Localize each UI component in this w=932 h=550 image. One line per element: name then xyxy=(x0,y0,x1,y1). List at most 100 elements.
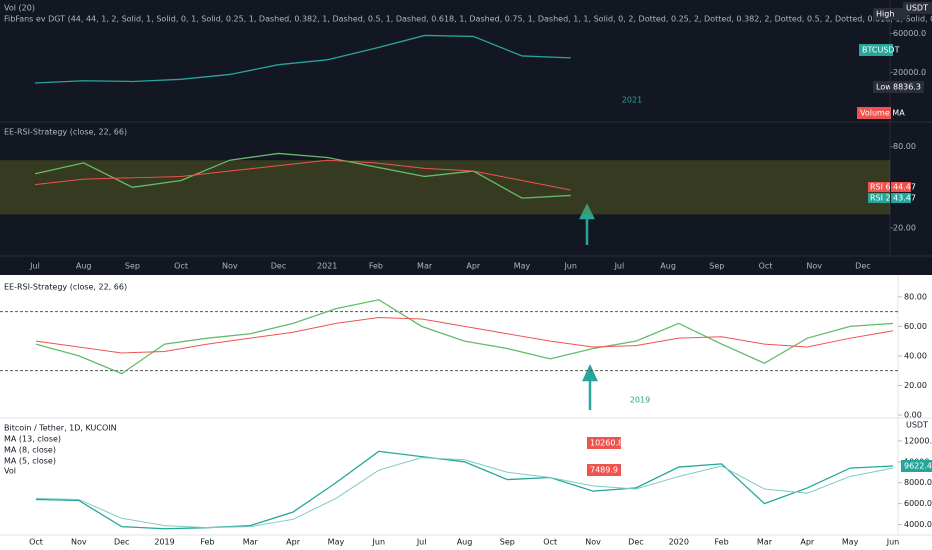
arrow xyxy=(578,203,596,245)
price-tag-label: USDT xyxy=(906,421,928,430)
x-tick-label: Feb xyxy=(200,538,214,547)
series-line xyxy=(34,152,571,199)
x-tick-label: 2020 xyxy=(669,538,689,547)
series-line xyxy=(35,450,894,530)
series-line xyxy=(35,299,894,375)
x-tick-label: Mar xyxy=(243,538,259,547)
price-tag xyxy=(859,44,893,56)
x-tick-label: Aug xyxy=(76,262,92,271)
value-tag xyxy=(868,182,890,192)
price-tag-label: USDT xyxy=(906,4,928,13)
pane-title: EE-RSI-Strategy (close, 22, 66) xyxy=(4,128,127,137)
x-tick-label: Dec xyxy=(628,538,643,547)
y-tick-label: 6000.0 xyxy=(904,499,932,508)
x-tick-label: Jul xyxy=(29,262,40,271)
y-tick-label: 4000.0 xyxy=(904,520,932,529)
value-tag xyxy=(891,182,911,192)
x-tick-label: May xyxy=(514,262,531,271)
arrow xyxy=(582,364,598,410)
price-tag xyxy=(587,464,621,476)
value-tag-label: RSI 22 xyxy=(870,194,896,203)
y-tick-label: 0.00 xyxy=(904,411,922,420)
x-tick-label: May xyxy=(328,538,345,547)
value-tag xyxy=(868,193,890,203)
price-tag-label: Volume MA xyxy=(860,109,905,118)
price-tag-label: Low xyxy=(876,83,892,92)
x-tick-label: Nov xyxy=(222,262,238,271)
x-tick-label: Jul xyxy=(416,538,427,547)
price-tag xyxy=(873,8,907,20)
annotation: 2021 xyxy=(622,96,642,105)
y-tick-label: 8000.0 xyxy=(904,478,932,487)
series-line xyxy=(35,316,894,354)
x-tick-label: Oct xyxy=(543,538,557,547)
x-tick-label: Mar xyxy=(417,262,433,271)
x-tick-label: Apr xyxy=(800,538,815,547)
x-tick-label: Aug xyxy=(660,262,676,271)
x-tick-label: May xyxy=(842,538,859,547)
x-tick-label: Apr xyxy=(466,262,481,271)
legend-label: Bitcoin / Tether, 1D, KUCOIN xyxy=(4,424,117,433)
y-tick-label: 60.00 xyxy=(904,322,927,331)
x-tick-label: Sep xyxy=(709,262,724,271)
series-line xyxy=(35,457,894,529)
x-tick-label: Feb xyxy=(369,262,383,271)
dark-pane xyxy=(0,0,932,275)
x-tick-label: Nov xyxy=(71,538,87,547)
value-tag-label: 43.47 xyxy=(893,194,916,203)
x-tick-label: 2019 xyxy=(154,538,174,547)
x-tick-label: Jun xyxy=(372,538,386,547)
price-tag-label: 10260.8 xyxy=(590,439,623,448)
x-tick-label: Oct xyxy=(759,262,773,271)
price-tag xyxy=(587,437,621,449)
series-line xyxy=(34,34,571,84)
y-tick-label: 20.00 xyxy=(893,223,916,232)
x-tick-label: Sep xyxy=(125,262,140,271)
x-tick-label: Apr xyxy=(286,538,301,547)
x-tick-label: Sep xyxy=(500,538,515,547)
y-tick-label: 12000.0 xyxy=(904,436,932,445)
price-tag xyxy=(901,460,932,472)
pane-title: EE-RSI-Strategy (close, 22, 66) xyxy=(4,283,127,292)
price-tag-label: 8836.3 xyxy=(893,83,921,92)
x-tick-label: Jun xyxy=(886,538,900,547)
x-tick-label: Nov xyxy=(806,262,822,271)
y-tick-label: 80.00 xyxy=(904,292,927,301)
x-tick-label: Nov xyxy=(585,538,601,547)
x-tick-label: Aug xyxy=(457,538,473,547)
price-tag-label: 7489.9 xyxy=(590,466,618,475)
x-tick-label: Jul xyxy=(614,262,625,271)
x-tick-label: Jun xyxy=(563,262,577,271)
legend-label: Vol (20) xyxy=(4,4,35,13)
legend-label: MA (8, close) xyxy=(4,446,56,455)
price-tag xyxy=(857,107,891,119)
price-tag-label: High xyxy=(876,10,894,19)
price-tag-label: 9622.4 xyxy=(904,462,932,471)
value-tag-label: RSI 66 xyxy=(870,183,896,192)
y-tick-label: 20.00 xyxy=(904,381,927,390)
x-tick-label: Dec xyxy=(271,262,286,271)
x-tick-label: Oct xyxy=(174,262,188,271)
x-tick-label: Dec xyxy=(114,538,129,547)
legend-label: Vol xyxy=(4,467,16,476)
x-tick-label: Dec xyxy=(855,262,870,271)
series-line xyxy=(34,159,571,191)
price-tag xyxy=(903,2,932,14)
y-tick-label: 60000.0 xyxy=(893,29,926,38)
y-tick-label: 80.00 xyxy=(893,142,916,151)
value-tag-label: 44.47 xyxy=(893,183,916,192)
legend-label: MA (5, close) xyxy=(4,457,56,466)
price-tag xyxy=(890,81,924,93)
annotation: 2019 xyxy=(630,396,650,405)
x-tick-label: 2021 xyxy=(317,262,337,271)
x-tick-label: Feb xyxy=(715,538,729,547)
legend-label: FibFans ev DGT (44, 44, 1, 2, Solid, 1, … xyxy=(4,15,932,24)
value-tag xyxy=(891,193,911,203)
x-tick-label: Oct xyxy=(29,538,43,547)
price-tag-label: BTCUSDT xyxy=(862,46,900,55)
y-tick-label: 20000.0 xyxy=(893,68,926,77)
y-tick-label: 40.00 xyxy=(904,351,927,360)
legend-label: MA (13, close) xyxy=(4,435,61,444)
x-tick-label: Mar xyxy=(757,538,773,547)
